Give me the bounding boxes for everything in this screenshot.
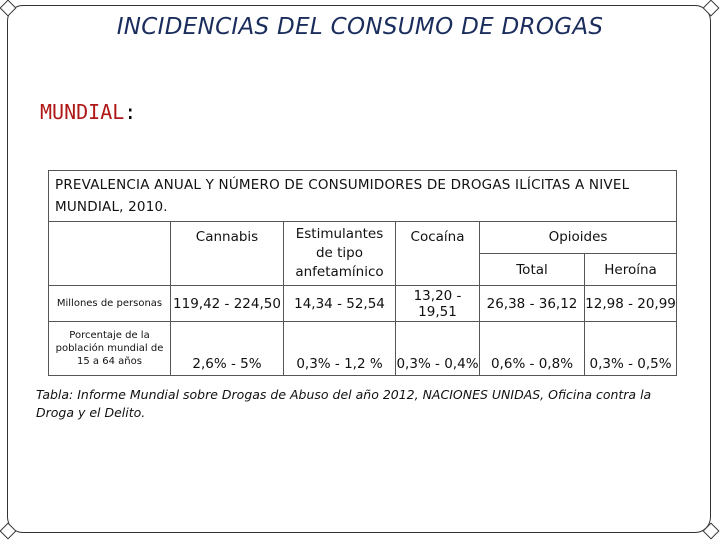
table-row: Millones de personas 119,42 - 224,50 14,… [48,285,678,322]
cell-cocaine-millions: 13,20 - 19,51 [395,285,480,322]
slide-frame [7,5,711,533]
prevalence-table: PREVALENCIA ANUAL Y NÚMERO DE CONSUMIDOR… [47,170,678,376]
row-header-percentage: Porcentaje de la población mundial de 15… [48,321,171,376]
col-header-cannabis: Cannabis [170,221,284,286]
cell-heroin-percent: 0,3% - 0,5% [583,321,678,376]
col-header-total: Total [479,253,585,286]
cell-cannabis-percent: 2,6% - 5% [170,321,284,376]
col-header-cocaine: Cocaína [395,221,480,286]
cell-opioids-total-percent: 0,6% - 0,8% [479,321,585,376]
cell-heroin-millions: 12,98 - 20,99 [583,285,678,322]
table-corner-cell [48,221,171,286]
cell-cannabis-millions: 119,42 - 224,50 [170,285,284,322]
table-caption: Tabla: Informe Mundial sobre Drogas de A… [36,387,652,420]
col-header-opioids: Opioides [478,221,678,254]
prevalence-table-image: PREVALENCIA ANUAL Y NÚMERO DE CONSUMIDOR… [47,170,678,376]
cell-opioids-total-millions: 26,38 - 36,12 [479,285,585,322]
cell-cocaine-percent: 0,3% - 0,4% [395,321,480,376]
subtitle-colon: : [124,100,137,124]
cell-stimulants-percent: 0,3% - 1,2 % [283,321,396,376]
subtitle-word: MUNDIAL [40,100,125,124]
slide-subtitle: MUNDIAL: [40,100,136,124]
row-header-millions: Millones de personas [48,285,171,322]
col-header-heroin: Heroína [583,253,678,286]
table-heading: PREVALENCIA ANUAL Y NÚMERO DE CONSUMIDOR… [47,170,678,222]
cell-stimulants-millions: 14,34 - 52,54 [283,285,396,322]
slide-title: INCIDENCIAS DEL CONSUMO DE DROGAS [116,14,604,40]
table-row: Porcentaje de la población mundial de 15… [48,321,678,376]
col-header-stimulants: Estimulantes de tipo anfetamínico [283,221,396,286]
